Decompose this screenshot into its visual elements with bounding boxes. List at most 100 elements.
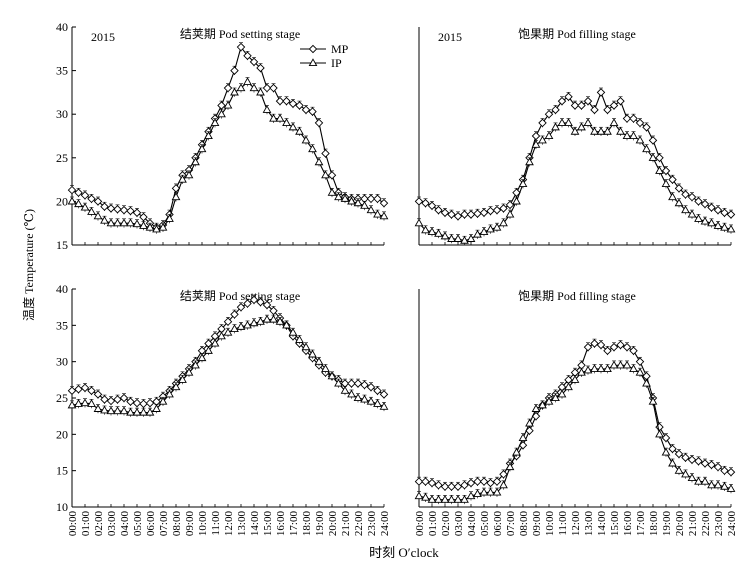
legend-label: MP	[331, 42, 349, 56]
data-point-ip	[609, 360, 619, 369]
data-point-mp	[616, 96, 625, 106]
series-ip	[414, 118, 736, 246]
data-point-ip	[557, 118, 567, 126]
data-point-mp	[681, 190, 690, 199]
data-point-ip	[622, 131, 632, 140]
data-point-mp	[106, 204, 116, 213]
data-point-ip	[486, 487, 495, 496]
data-point-mp	[243, 299, 252, 308]
data-point-ip	[347, 196, 356, 205]
panel-title: 饱果期 Pod filling stage	[518, 288, 636, 303]
data-point-ip	[655, 429, 664, 438]
data-point-ip	[707, 480, 716, 489]
data-point-mp	[93, 197, 103, 206]
data-point-ip	[713, 480, 723, 489]
data-point-mp	[414, 477, 424, 486]
data-point-ip	[204, 131, 213, 140]
data-point-ip	[379, 402, 389, 410]
series-line-mp	[71, 299, 385, 405]
y-axis-label: 温度 Temperature (℃)	[21, 209, 36, 321]
data-point-ip	[473, 229, 482, 238]
data-point-mp	[223, 317, 233, 326]
data-point-ip	[93, 211, 103, 220]
data-point-ip	[275, 316, 285, 325]
data-point-ip	[256, 87, 265, 96]
data-point-ip	[538, 135, 547, 144]
series-ip	[67, 314, 389, 417]
data-point-ip	[223, 100, 233, 109]
data-point-mp	[87, 386, 96, 395]
x-tick-label: 00:00	[67, 511, 79, 537]
data-point-ip	[67, 196, 77, 205]
data-point-ip	[720, 222, 729, 231]
data-point-ip	[113, 218, 122, 227]
x-tick-label: 17:00	[635, 511, 647, 537]
data-point-mp	[460, 480, 469, 490]
x-tick-label: 15:00	[609, 511, 621, 537]
data-point-mp	[421, 477, 430, 486]
data-point-ip	[327, 187, 337, 196]
data-point-ip	[210, 338, 220, 347]
data-point-mp	[171, 184, 181, 193]
data-point-mp	[269, 306, 278, 316]
x-tick-label: 09:00	[531, 511, 543, 537]
data-point-ip	[139, 407, 148, 416]
data-point-ip	[210, 118, 220, 126]
data-point-mp	[479, 208, 489, 217]
data-point-ip	[262, 314, 272, 323]
data-point-mp	[648, 136, 658, 145]
data-point-ip	[132, 407, 142, 416]
data-point-ip	[551, 122, 560, 131]
data-point-mp	[570, 101, 580, 110]
x-tick-label: 07:00	[505, 511, 517, 537]
data-point-mp	[713, 205, 723, 215]
data-point-ip	[726, 224, 736, 233]
data-point-ip	[694, 476, 703, 485]
data-point-ip	[642, 144, 651, 153]
data-point-ip	[648, 153, 658, 161]
data-point-ip	[145, 222, 155, 231]
data-point-mp	[119, 393, 129, 403]
data-point-ip	[447, 495, 456, 503]
data-point-mp	[80, 191, 90, 200]
x-tick-label: 21:00	[340, 511, 352, 537]
x-tick-label: 20:00	[674, 511, 686, 537]
x-tick-label: 12:00	[223, 511, 235, 537]
data-point-mp	[275, 96, 285, 106]
series-mp	[67, 295, 389, 409]
data-point-ip	[347, 389, 356, 398]
data-point-ip	[360, 394, 369, 403]
data-point-ip	[100, 405, 109, 414]
data-point-ip	[204, 346, 213, 354]
data-point-mp	[262, 300, 272, 310]
data-point-mp	[93, 390, 103, 399]
x-tick-label: 06:00	[492, 511, 504, 537]
x-tick-label: 14:00	[249, 511, 261, 537]
data-point-ip	[321, 170, 330, 179]
data-point-mp	[347, 379, 356, 388]
data-point-mp	[466, 210, 476, 219]
data-point-ip	[681, 469, 690, 478]
data-point-ip	[590, 364, 599, 372]
data-point-ip	[334, 192, 343, 201]
data-point-ip	[434, 495, 443, 503]
data-point-ip	[700, 476, 710, 485]
x-tick-label: 10:00	[544, 511, 556, 537]
data-point-ip	[453, 234, 463, 242]
data-point-mp	[421, 198, 430, 208]
x-tick-label: 03:00	[106, 511, 118, 537]
series-mp	[414, 338, 736, 492]
data-point-ip	[80, 202, 90, 211]
data-point-ip	[314, 157, 324, 166]
data-point-mp	[668, 444, 677, 454]
x-tick-label: 22:00	[700, 511, 712, 537]
data-point-mp	[132, 398, 142, 408]
data-point-mp	[479, 477, 489, 486]
data-point-mp	[668, 175, 677, 184]
data-point-ip	[217, 331, 226, 340]
data-point-ip	[236, 322, 246, 330]
data-point-ip	[629, 364, 638, 372]
data-point-mp	[551, 105, 560, 115]
